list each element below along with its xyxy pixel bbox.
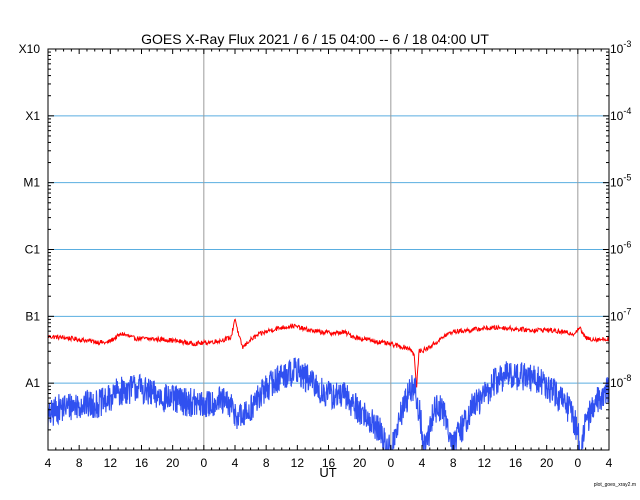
x-tick-label-9: 16: [322, 456, 336, 470]
day-boundary-lines: [203, 49, 579, 450]
right-axis-ticks: 10-3 10-4 10-5 10-6 10-7 10-8: [48, 39, 631, 451]
chart-title: GOES X-Ray Flux 2021 / 6 / 15 04:00 -- 6…: [141, 31, 489, 47]
series-line-0: [47, 318, 610, 388]
right-tick-label-4: 10-7: [610, 306, 631, 323]
x-tick-label-17: 0: [574, 456, 581, 470]
x-tick-label-0: 4: [45, 456, 52, 470]
plot-credit: plot_goes_xray2.m: [594, 482, 636, 488]
class-label-C1: C1: [25, 243, 41, 257]
x-tick-label-11: 0: [387, 456, 394, 470]
x-tick-label-13: 8: [450, 456, 457, 470]
x-tick-label-10: 20: [353, 456, 367, 470]
x-tick-label-16: 20: [540, 456, 554, 470]
horizontal-gridlines: [48, 115, 609, 384]
series-line-1: [47, 357, 610, 451]
x-tick-label-4: 20: [166, 456, 180, 470]
x-tick-label-2: 12: [104, 456, 118, 470]
class-label-B1: B1: [25, 309, 40, 323]
x-axis-ticks: 4 8 12 16 20 0 4 8 12 16 20 0 4 8 12 16 20 0 4: [45, 49, 613, 470]
right-tick-label-2: 10-5: [610, 173, 631, 190]
right-tick-label-0: 10-3: [610, 39, 631, 56]
x-tick-label-8: 12: [291, 456, 305, 470]
right-tick-label-1: 10-4: [610, 106, 631, 123]
left-axis-ticks: X10 X1 M1 C1 B1 A1: [19, 42, 41, 390]
x-tick-label-7: 8: [263, 456, 270, 470]
series-layer: [47, 318, 610, 451]
x-tick-label-3: 16: [135, 456, 149, 470]
right-tick-label-3: 10-6: [610, 240, 631, 257]
x-axis-label: UT: [319, 465, 336, 480]
x-tick-label-15: 16: [509, 456, 523, 470]
x-tick-label-5: 0: [200, 456, 207, 470]
class-label-X1: X1: [25, 109, 40, 123]
class-label-A1: A1: [25, 376, 40, 390]
right-tick-label-5: 10-8: [610, 373, 631, 390]
x-tick-label-6: 4: [232, 456, 239, 470]
x-tick-label-1: 8: [76, 456, 83, 470]
class-label-M1: M1: [23, 176, 40, 190]
class-label-X10: X10: [19, 42, 41, 56]
x-tick-label-18: 4: [606, 456, 613, 470]
x-tick-label-12: 4: [419, 456, 426, 470]
x-tick-label-14: 12: [478, 456, 492, 470]
